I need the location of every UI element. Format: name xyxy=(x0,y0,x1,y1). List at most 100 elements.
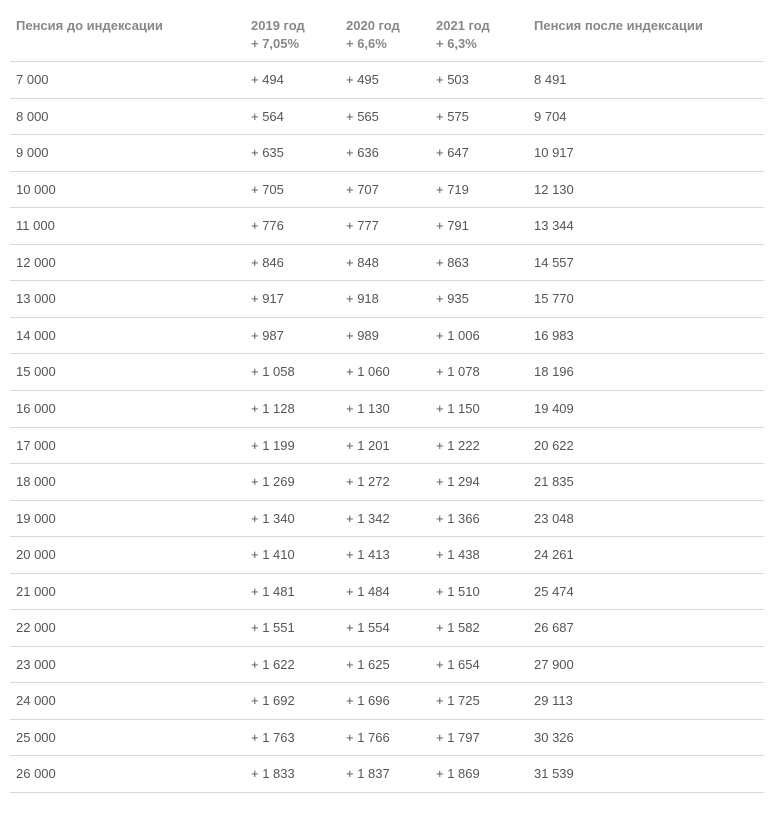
table-cell: 19 409 xyxy=(528,391,764,428)
table-cell: + 1 554 xyxy=(340,610,430,647)
table-row: 18 000+ 1 269+ 1 272+ 1 29421 835 xyxy=(10,464,764,501)
table-cell: 20 000 xyxy=(10,537,245,574)
table-cell: + 1 128 xyxy=(245,391,340,428)
table-cell: 17 000 xyxy=(10,427,245,464)
table-cell: 30 326 xyxy=(528,719,764,756)
table-row: 16 000+ 1 128+ 1 130+ 1 15019 409 xyxy=(10,391,764,428)
table-cell: + 1 413 xyxy=(340,537,430,574)
table-cell: + 1 869 xyxy=(430,756,528,793)
col-header-line1: 2020 год xyxy=(346,17,424,35)
table-row: 8 000+ 564+ 565+ 5759 704 xyxy=(10,98,764,135)
table-cell: 9 000 xyxy=(10,135,245,172)
table-row: 10 000+ 705+ 707+ 71912 130 xyxy=(10,171,764,208)
table-cell: + 1 199 xyxy=(245,427,340,464)
table-cell: 9 704 xyxy=(528,98,764,135)
col-header-line2: + 7,05% xyxy=(251,35,334,53)
table-cell: + 1 797 xyxy=(430,719,528,756)
table-cell: + 1 150 xyxy=(430,391,528,428)
table-header-row: Пенсия до индексации 2019 год + 7,05% 20… xyxy=(10,8,764,62)
col-header-line1: Пенсия до индексации xyxy=(16,17,239,35)
table-cell: 21 000 xyxy=(10,573,245,610)
pension-indexation-table: Пенсия до индексации 2019 год + 7,05% 20… xyxy=(10,8,764,793)
table-cell: 8 000 xyxy=(10,98,245,135)
table-cell: 10 917 xyxy=(528,135,764,172)
table-row: 17 000+ 1 199+ 1 201+ 1 22220 622 xyxy=(10,427,764,464)
table-row: 13 000+ 917+ 918+ 93515 770 xyxy=(10,281,764,318)
col-header-2021: 2021 год + 6,3% xyxy=(430,8,528,62)
table-cell: 10 000 xyxy=(10,171,245,208)
table-row: 23 000+ 1 622+ 1 625+ 1 65427 900 xyxy=(10,646,764,683)
table-cell: 7 000 xyxy=(10,62,245,99)
table-cell: + 848 xyxy=(340,244,430,281)
table-row: 25 000+ 1 763+ 1 766+ 1 79730 326 xyxy=(10,719,764,756)
table-cell: + 1 006 xyxy=(430,317,528,354)
table-row: 21 000+ 1 481+ 1 484+ 1 51025 474 xyxy=(10,573,764,610)
table-row: 11 000+ 776+ 777+ 79113 344 xyxy=(10,208,764,245)
table-cell: 16 000 xyxy=(10,391,245,428)
table-cell: + 1 078 xyxy=(430,354,528,391)
table-cell: + 1 272 xyxy=(340,464,430,501)
table-cell: + 1 438 xyxy=(430,537,528,574)
table-cell: 19 000 xyxy=(10,500,245,537)
table-cell: + 1 622 xyxy=(245,646,340,683)
table-cell: + 705 xyxy=(245,171,340,208)
table-cell: + 1 366 xyxy=(430,500,528,537)
table-cell: + 917 xyxy=(245,281,340,318)
table-cell: + 1 340 xyxy=(245,500,340,537)
table-cell: + 1 294 xyxy=(430,464,528,501)
table-cell: 20 622 xyxy=(528,427,764,464)
table-cell: 31 539 xyxy=(528,756,764,793)
table-row: 9 000+ 635+ 636+ 64710 917 xyxy=(10,135,764,172)
table-cell: 22 000 xyxy=(10,610,245,647)
table-cell: + 719 xyxy=(430,171,528,208)
table-body: 7 000+ 494+ 495+ 5038 4918 000+ 564+ 565… xyxy=(10,62,764,793)
table-cell: + 1 342 xyxy=(340,500,430,537)
table-cell: 24 261 xyxy=(528,537,764,574)
col-header-line1: Пенсия после индексации xyxy=(534,17,758,35)
table-row: 24 000+ 1 692+ 1 696+ 1 72529 113 xyxy=(10,683,764,720)
table-cell: + 1 481 xyxy=(245,573,340,610)
table-cell: 26 687 xyxy=(528,610,764,647)
table-cell: + 565 xyxy=(340,98,430,135)
table-cell: + 1 725 xyxy=(430,683,528,720)
table-cell: + 1 763 xyxy=(245,719,340,756)
table-cell: + 791 xyxy=(430,208,528,245)
table-cell: + 863 xyxy=(430,244,528,281)
table-cell: + 1 060 xyxy=(340,354,430,391)
table-row: 7 000+ 494+ 495+ 5038 491 xyxy=(10,62,764,99)
table-cell: 15 770 xyxy=(528,281,764,318)
table-cell: 27 900 xyxy=(528,646,764,683)
table-cell: + 935 xyxy=(430,281,528,318)
table-cell: + 987 xyxy=(245,317,340,354)
table-cell: + 1 625 xyxy=(340,646,430,683)
table-cell: 15 000 xyxy=(10,354,245,391)
table-cell: 23 048 xyxy=(528,500,764,537)
table-row: 20 000+ 1 410+ 1 413+ 1 43824 261 xyxy=(10,537,764,574)
table-row: 19 000+ 1 340+ 1 342+ 1 36623 048 xyxy=(10,500,764,537)
col-header-line2: + 6,3% xyxy=(436,35,522,53)
table-cell: 13 344 xyxy=(528,208,764,245)
table-cell: 12 130 xyxy=(528,171,764,208)
col-header-pension-after: Пенсия после индексации xyxy=(528,8,764,62)
table-cell: 25 474 xyxy=(528,573,764,610)
table-cell: + 647 xyxy=(430,135,528,172)
table-cell: + 777 xyxy=(340,208,430,245)
col-header-2019: 2019 год + 7,05% xyxy=(245,8,340,62)
table-cell: + 1 551 xyxy=(245,610,340,647)
table-cell: 11 000 xyxy=(10,208,245,245)
table-cell: 24 000 xyxy=(10,683,245,720)
table-cell: + 1 484 xyxy=(340,573,430,610)
table-cell: 12 000 xyxy=(10,244,245,281)
table-cell: + 1 837 xyxy=(340,756,430,793)
table-cell: + 918 xyxy=(340,281,430,318)
table-head: Пенсия до индексации 2019 год + 7,05% 20… xyxy=(10,8,764,62)
table-cell: + 1 410 xyxy=(245,537,340,574)
table-cell: + 575 xyxy=(430,98,528,135)
table-cell: 25 000 xyxy=(10,719,245,756)
table-cell: + 494 xyxy=(245,62,340,99)
table-row: 22 000+ 1 551+ 1 554+ 1 58226 687 xyxy=(10,610,764,647)
table-cell: 21 835 xyxy=(528,464,764,501)
pension-indexation-table-container: Пенсия до индексации 2019 год + 7,05% 20… xyxy=(0,0,774,813)
table-cell: + 1 510 xyxy=(430,573,528,610)
table-cell: 29 113 xyxy=(528,683,764,720)
